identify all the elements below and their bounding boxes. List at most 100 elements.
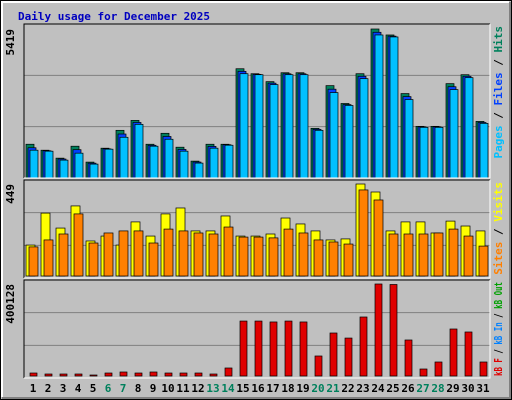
bar — [29, 149, 39, 179]
bar — [194, 372, 203, 377]
x-tick-label: 1 — [30, 382, 37, 395]
bar — [419, 127, 429, 179]
bar — [433, 232, 444, 277]
bar — [59, 159, 69, 179]
legend-entry: Sites — [492, 242, 505, 275]
bar — [389, 36, 399, 179]
x-tick-label: 10 — [161, 382, 174, 395]
legend-entry: Pages — [492, 125, 505, 158]
bar — [344, 337, 353, 377]
legend-entry: kB F — [492, 358, 505, 376]
x-tick-label: 27 — [416, 382, 429, 395]
bar — [103, 232, 114, 277]
y-tick-label: 5419 — [4, 29, 17, 56]
legend-entry: kB Out — [492, 282, 505, 309]
bar — [163, 228, 174, 277]
legend-separator: / — [492, 53, 505, 73]
bar — [314, 355, 323, 377]
x-tick-label: 29 — [446, 382, 459, 395]
x-tick-label: 21 — [326, 382, 340, 395]
bar — [59, 373, 68, 377]
bar — [403, 233, 414, 277]
legend-separator: / — [492, 309, 505, 322]
bar — [404, 339, 413, 377]
x-tick-label: 18 — [281, 382, 294, 395]
panel-frame — [24, 24, 491, 179]
x-tick-label: 23 — [356, 382, 369, 395]
bar — [58, 233, 69, 277]
chart-title: Daily usage for December 2025 — [18, 10, 210, 23]
legend: kB F / kB In / kB Out — [492, 282, 505, 376]
bar — [479, 361, 488, 377]
legend: Pages / Files / Hits — [492, 26, 505, 159]
bar — [388, 233, 399, 277]
legend: Sites / Visits — [492, 182, 505, 275]
x-tick-label: 20 — [311, 382, 324, 395]
bar — [268, 237, 279, 277]
bar — [164, 138, 174, 179]
x-tick-label: 22 — [341, 382, 354, 395]
x-tick-label: 12 — [191, 382, 204, 395]
x-tick-label: 28 — [431, 382, 444, 395]
bar — [194, 162, 204, 179]
x-tick-label: 25 — [386, 382, 399, 395]
legend-separator: / — [492, 345, 505, 358]
bar — [133, 230, 144, 277]
legend-entry: Hits — [492, 26, 505, 53]
bar — [224, 144, 234, 179]
bar — [88, 242, 99, 277]
bar — [254, 320, 263, 377]
bar — [104, 372, 113, 377]
bar — [314, 129, 324, 179]
bar — [239, 320, 248, 377]
bar — [134, 372, 143, 377]
bar — [343, 243, 354, 277]
bar — [209, 373, 218, 377]
bar — [358, 189, 369, 277]
bar — [344, 105, 354, 179]
x-tick-label: 15 — [236, 382, 249, 395]
bar — [464, 331, 473, 377]
bar — [329, 332, 338, 377]
bar — [134, 124, 144, 179]
bar — [253, 236, 264, 277]
bar — [478, 245, 489, 277]
bar — [359, 78, 369, 179]
bar — [449, 89, 459, 179]
x-tick-label: 30 — [461, 382, 474, 395]
bar — [283, 228, 294, 277]
bar — [208, 233, 219, 277]
bar — [44, 373, 53, 377]
panel-frame — [24, 280, 491, 379]
bar — [463, 235, 474, 277]
x-tick-label: 9 — [150, 382, 157, 395]
x-tick-label: 17 — [266, 382, 279, 395]
bar — [148, 242, 159, 277]
x-tick-label: 6 — [105, 382, 112, 395]
bar — [43, 239, 54, 277]
x-tick-label: 26 — [401, 382, 415, 395]
x-tick-label: 4 — [75, 382, 82, 395]
bar — [149, 371, 158, 377]
bar — [193, 232, 204, 277]
x-tick-label: 3 — [60, 382, 67, 395]
bar — [269, 321, 278, 377]
bar — [223, 226, 234, 277]
bar — [28, 246, 39, 277]
bar — [89, 374, 98, 377]
panel-frame — [23, 279, 490, 378]
bar — [284, 320, 293, 377]
bar — [374, 283, 383, 377]
bar — [418, 233, 429, 277]
panel-frame — [24, 180, 491, 279]
bar — [89, 163, 99, 179]
bar — [29, 372, 38, 377]
x-tick-label: 14 — [221, 382, 235, 395]
bar — [104, 148, 114, 179]
x-tick-label: 19 — [296, 382, 309, 395]
bar — [329, 92, 339, 179]
bar — [284, 74, 294, 179]
bar — [359, 316, 368, 377]
bar — [179, 150, 189, 179]
